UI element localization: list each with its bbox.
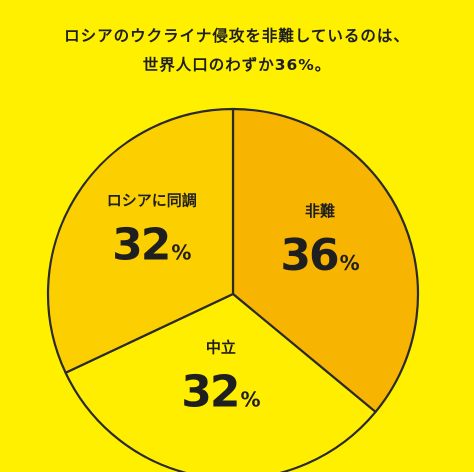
chart-title-line-2: 世界人口のわずか36%。	[142, 56, 332, 74]
pie-slice-3	[46, 107, 235, 374]
slice-label-3: ロシアに同調	[107, 191, 197, 209]
slice-value-1: 36%	[280, 230, 359, 281]
slice-value-3: 32%	[112, 219, 191, 270]
pie-slice-1	[231, 107, 420, 414]
chart-title-line-1: ロシアのウクライナ侵攻を非難しているのは、	[64, 27, 410, 45]
pie-slice-2	[64, 292, 377, 472]
slice-label-1: 非難	[305, 202, 335, 220]
slice-value-2: 32%	[181, 366, 260, 417]
slice-label-2: 中立	[206, 338, 236, 356]
